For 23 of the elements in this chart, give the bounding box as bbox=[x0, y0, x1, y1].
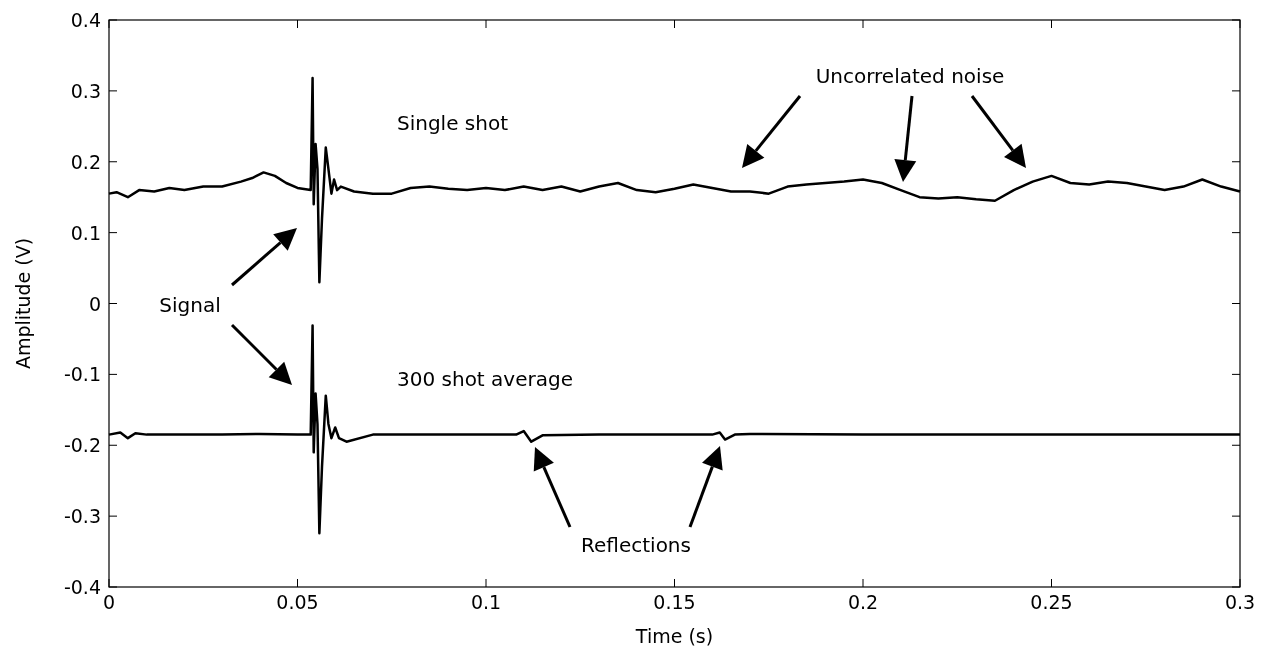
y-tick-label: 0.2 bbox=[70, 150, 101, 173]
y-tick-label: -0.4 bbox=[63, 576, 101, 598]
x-tick-label: 0 bbox=[102, 591, 116, 613]
y-tick-label: -0.2 bbox=[63, 434, 101, 457]
text: Single shot bbox=[397, 111, 509, 135]
text: 300 shot average bbox=[397, 367, 573, 391]
x-tick-label: 0.25 bbox=[1030, 591, 1073, 613]
x-tick-label: 0.05 bbox=[276, 591, 319, 613]
y-tick-label: -0.1 bbox=[63, 363, 101, 386]
x-tick-label: 0.3 bbox=[1224, 591, 1256, 613]
x-axis-title: Time (s) bbox=[634, 625, 714, 647]
x-tick-label: 0.2 bbox=[847, 591, 879, 613]
y-tick-label: 0.1 bbox=[70, 221, 101, 244]
x-tick-label: 0.15 bbox=[653, 591, 696, 613]
y-tick-label: 0.4 bbox=[70, 9, 101, 31]
annotation: Uncorrelated noise bbox=[815, 64, 1005, 88]
annotation: Signal bbox=[159, 293, 221, 317]
y-tick-label: -0.3 bbox=[63, 505, 101, 528]
y-tick-label: 0 bbox=[88, 292, 101, 315]
y-axis-title: Amplitude (V) bbox=[12, 237, 34, 370]
x-tick-label: 0.1 bbox=[470, 591, 502, 613]
y-tick-label: 0.3 bbox=[70, 79, 101, 102]
annotation: Reflections bbox=[581, 533, 691, 557]
